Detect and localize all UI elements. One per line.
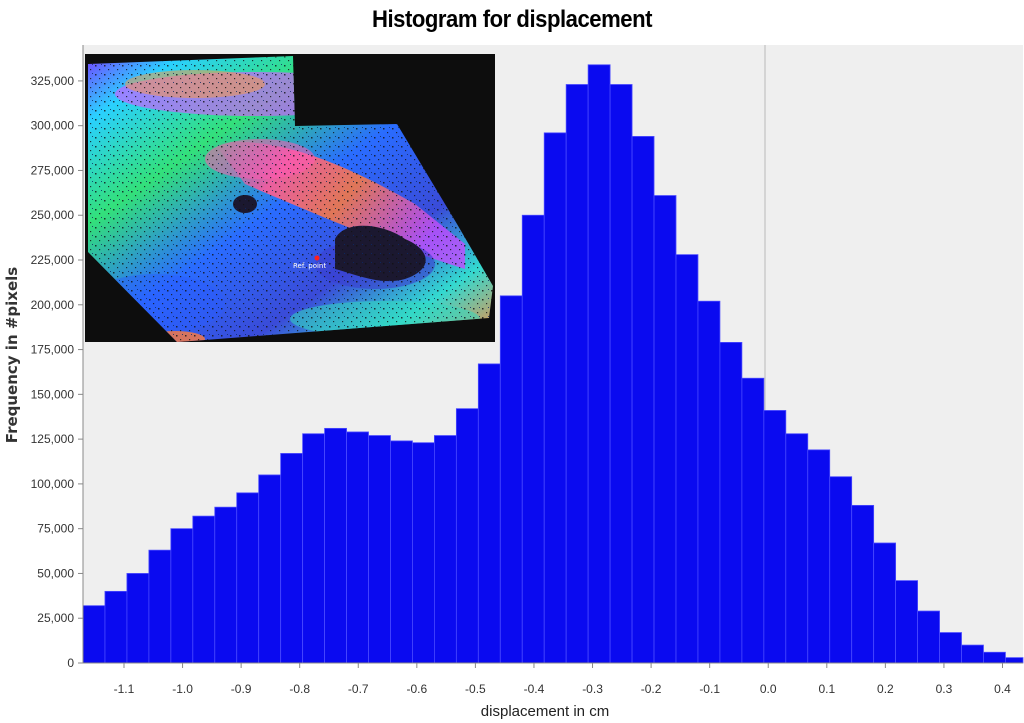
histogram-bar xyxy=(499,295,523,664)
histogram-bar xyxy=(851,504,875,664)
histogram-bar xyxy=(346,431,369,664)
x-tick-label: -0.6 xyxy=(406,682,427,696)
histogram-bar xyxy=(675,254,699,664)
histogram-bar xyxy=(917,610,940,664)
y-tick-label: 150,000 xyxy=(31,387,75,401)
histogram-bar xyxy=(829,476,853,664)
reference-point-marker xyxy=(314,255,320,261)
x-tick-label: -0.2 xyxy=(641,682,662,696)
histogram-bar xyxy=(521,214,545,664)
x-tick-label: -0.5 xyxy=(465,682,486,696)
histogram-bar xyxy=(258,474,282,664)
histogram-bar xyxy=(873,542,897,664)
y-tick-label: 50,000 xyxy=(37,566,74,580)
histogram-bar xyxy=(543,132,567,664)
histogram-bar xyxy=(280,453,304,664)
displacement-map-inset: Ref. point xyxy=(85,54,495,342)
histogram-bar xyxy=(961,644,984,664)
x-tick-label: -0.3 xyxy=(582,682,603,696)
y-tick-label: 275,000 xyxy=(31,163,75,177)
histogram-bar xyxy=(565,84,589,664)
y-axis-title: Frequency in #pixels xyxy=(3,267,21,443)
histogram-bar xyxy=(785,433,809,664)
x-tick-label: -0.4 xyxy=(524,682,545,696)
x-tick-label: -0.7 xyxy=(348,682,369,696)
histogram-bar xyxy=(697,300,721,664)
histogram-bar xyxy=(939,632,962,664)
y-tick-label: 100,000 xyxy=(31,477,75,491)
histogram-bar xyxy=(126,573,150,664)
histogram-bar xyxy=(192,515,216,664)
y-tick-label: 200,000 xyxy=(31,298,75,312)
histogram-bar xyxy=(412,442,435,664)
histogram-bar xyxy=(170,528,194,664)
histogram-bar xyxy=(324,427,347,664)
histogram-bar xyxy=(587,64,611,664)
y-tick-label: 250,000 xyxy=(31,208,75,222)
histogram-bar xyxy=(609,84,633,664)
histogram-bar xyxy=(631,136,655,664)
x-tick-label: -0.8 xyxy=(289,682,310,696)
y-tick-label: 25,000 xyxy=(37,611,74,625)
histogram-bars xyxy=(82,64,1024,664)
histogram-bar xyxy=(807,449,831,664)
x-tick-label: -1.0 xyxy=(172,682,193,696)
x-tick-label: 0.2 xyxy=(877,682,894,696)
x-tick-label: 0.4 xyxy=(994,682,1011,696)
x-tick-label: 0.3 xyxy=(936,682,953,696)
reference-point-label: Ref. point xyxy=(293,262,326,270)
histogram-bar xyxy=(895,580,918,664)
histogram-bar xyxy=(983,651,1006,664)
histogram-bar xyxy=(214,506,238,664)
y-tick-label: 300,000 xyxy=(31,119,75,133)
histogram-bar xyxy=(390,440,413,664)
x-axis-ticks: -1.1 -1.0 -0.9 -0.8 -0.7 -0.6 -0.5 -0.4 -0.3 -0.2… xyxy=(114,663,1011,696)
displacement-map-image: Ref. point xyxy=(88,56,493,342)
chart-title: Histogram for displacement xyxy=(371,6,653,33)
x-tick-label: -1.1 xyxy=(114,682,135,696)
x-tick-label: 0.1 xyxy=(818,682,835,696)
histogram-bar xyxy=(741,377,765,664)
x-tick-label: 0.0 xyxy=(760,682,777,696)
histogram-bar xyxy=(82,605,106,664)
histogram-bar xyxy=(236,492,260,664)
histogram-bar xyxy=(148,549,172,664)
histogram-bar xyxy=(763,410,787,664)
y-axis-ticks: 0 25,000 50,000 75,000 100,000 125,000 150,000… xyxy=(31,74,83,670)
histogram-bar xyxy=(302,433,325,664)
x-tick-label: -0.9 xyxy=(231,682,252,696)
y-tick-label: 325,000 xyxy=(31,74,75,88)
y-tick-label: 125,000 xyxy=(31,432,75,446)
histogram-bar xyxy=(104,590,128,664)
histogram-bar xyxy=(477,363,501,664)
y-tick-label: 75,000 xyxy=(37,522,74,536)
histogram-bar xyxy=(653,195,677,664)
y-tick-label: 225,000 xyxy=(31,253,75,267)
histogram-bar xyxy=(368,435,391,664)
histogram-bar xyxy=(719,342,743,664)
x-axis-title: displacement in cm xyxy=(481,703,609,720)
y-tick-label: 175,000 xyxy=(31,343,75,357)
y-tick-label: 0 xyxy=(67,656,74,670)
x-tick-label: -0.1 xyxy=(699,682,720,696)
histogram-bar xyxy=(1005,657,1024,664)
histogram-bar xyxy=(434,435,457,664)
histogram-bar xyxy=(455,408,479,664)
